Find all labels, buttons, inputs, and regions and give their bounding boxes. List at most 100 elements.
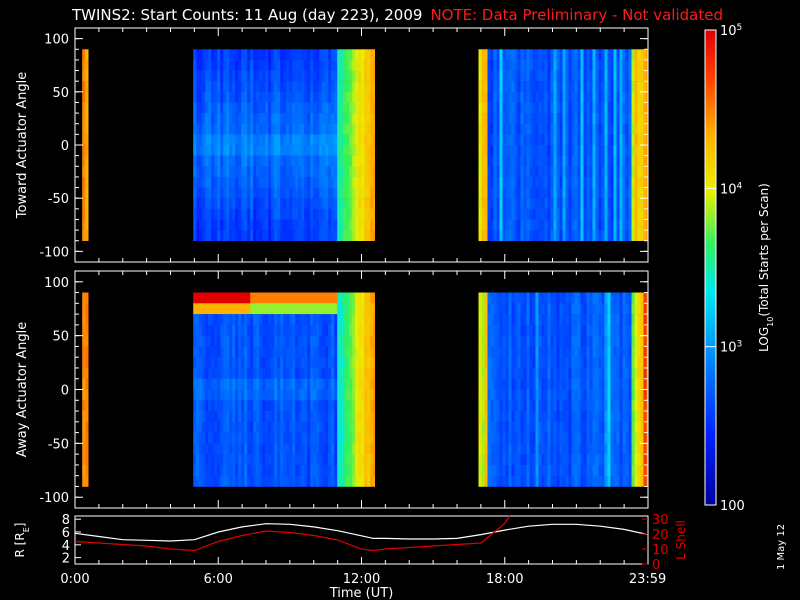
heatmap-cell xyxy=(319,49,323,61)
heatmap-cell xyxy=(310,314,314,326)
heatmap-cell xyxy=(250,421,254,433)
heatmap-cell xyxy=(550,324,554,336)
heatmap-cell xyxy=(307,378,311,390)
heatmap-cell xyxy=(598,102,602,114)
heatmap-cell xyxy=(553,59,557,71)
heatmap-cell xyxy=(643,176,647,188)
heatmap-cell xyxy=(256,166,260,178)
heatmap-cell xyxy=(565,411,569,423)
heatmap-cell xyxy=(295,389,299,401)
heatmap-cell xyxy=(301,389,305,401)
heatmap-cell xyxy=(328,443,332,455)
heatmap-cell xyxy=(568,59,572,71)
heatmap-cell xyxy=(478,166,482,178)
heatmap-cell xyxy=(502,230,506,241)
heatmap-cell xyxy=(610,166,614,178)
heatmap-cell xyxy=(571,443,575,455)
heatmap-cell xyxy=(238,464,242,476)
heatmap-cell xyxy=(232,400,236,412)
heatmap-cell xyxy=(523,176,527,188)
heatmap-cell xyxy=(223,91,227,103)
heatmap-cell xyxy=(607,187,611,199)
heatmap-cell xyxy=(334,400,338,412)
heatmap-cell xyxy=(313,475,317,487)
heatmap-cell xyxy=(298,389,302,401)
heatmap-cell xyxy=(364,70,368,82)
heatmap-cell xyxy=(340,70,344,82)
heatmap-cell xyxy=(304,357,308,369)
heatmap-cell xyxy=(235,421,239,433)
heatmap-cell xyxy=(586,102,590,114)
heatmap-cell xyxy=(514,166,518,178)
heatmap-cell xyxy=(298,378,302,390)
heatmap-cell xyxy=(349,400,353,412)
heatmap-cell xyxy=(232,389,236,401)
heatmap-cell xyxy=(556,368,560,380)
heatmap-cell xyxy=(244,389,248,401)
heatmap-cell xyxy=(553,134,557,146)
heatmap-cell xyxy=(211,70,215,82)
heatmap-cell xyxy=(577,368,581,380)
heatmap-cell xyxy=(619,346,623,358)
heatmap-cell xyxy=(547,346,551,358)
heatmap-cell xyxy=(559,292,563,304)
heatmap-cell xyxy=(256,464,260,476)
heatmap-cell xyxy=(310,208,314,220)
heatmap-cell xyxy=(535,198,539,210)
heatmap-cell xyxy=(478,208,482,220)
heatmap-cell xyxy=(634,303,638,315)
heatmap-cell xyxy=(259,389,263,401)
heatmap-cell xyxy=(289,400,293,412)
heatmap-cell xyxy=(262,400,266,412)
heatmap-cell xyxy=(274,176,278,188)
heatmap-cell xyxy=(580,292,584,304)
heatmap-cell xyxy=(631,432,635,444)
heatmap-cell xyxy=(622,145,626,156)
heatmap-cell xyxy=(511,454,515,466)
heatmap-cell xyxy=(532,219,536,231)
heatmap-cell xyxy=(340,134,344,146)
heatmap-cell xyxy=(556,155,560,167)
heatmap-cell xyxy=(259,443,263,455)
heatmap-cell xyxy=(244,59,248,71)
heatmap-cell xyxy=(598,123,602,135)
heatmap-cell xyxy=(580,230,584,241)
heatmap-cell xyxy=(505,113,509,124)
heatmap-cell xyxy=(247,123,251,135)
heatmap-cell xyxy=(262,389,266,401)
heatmap-cell xyxy=(607,357,611,369)
heatmap-cell xyxy=(544,187,548,199)
heatmap-cell xyxy=(616,292,620,304)
heatmap-cell xyxy=(568,81,572,93)
heatmap-cell xyxy=(541,208,545,220)
heatmap-cell xyxy=(265,454,269,466)
heatmap-cell xyxy=(364,230,368,241)
heatmap-cell xyxy=(283,230,287,241)
heatmap-cell xyxy=(199,187,203,199)
heatmap-cell xyxy=(601,464,605,476)
heatmap-cell xyxy=(547,208,551,220)
heatmap-cell xyxy=(529,346,533,358)
heatmap-cell xyxy=(205,400,209,412)
heatmap-cell xyxy=(553,400,557,412)
heatmap-cell xyxy=(571,389,575,401)
heatmap-cell xyxy=(538,314,542,326)
heatmap-cell xyxy=(283,389,287,401)
heatmap-cell xyxy=(277,324,281,336)
heatmap-cell xyxy=(316,219,320,231)
heatmap-cell xyxy=(508,454,512,466)
heatmap-cell xyxy=(547,176,551,188)
heatmap-cell xyxy=(226,49,230,61)
heatmap-cell xyxy=(529,464,533,476)
heatmap-cell xyxy=(232,292,236,304)
heatmap-cell xyxy=(637,464,641,476)
heatmap-cell xyxy=(247,464,251,476)
heatmap-cell xyxy=(595,389,599,401)
heatmap-cell xyxy=(586,134,590,146)
heatmap-cell xyxy=(610,81,614,93)
heatmap-cell xyxy=(628,443,632,455)
heatmap-cell xyxy=(301,123,305,135)
heatmap-cell xyxy=(574,389,578,401)
